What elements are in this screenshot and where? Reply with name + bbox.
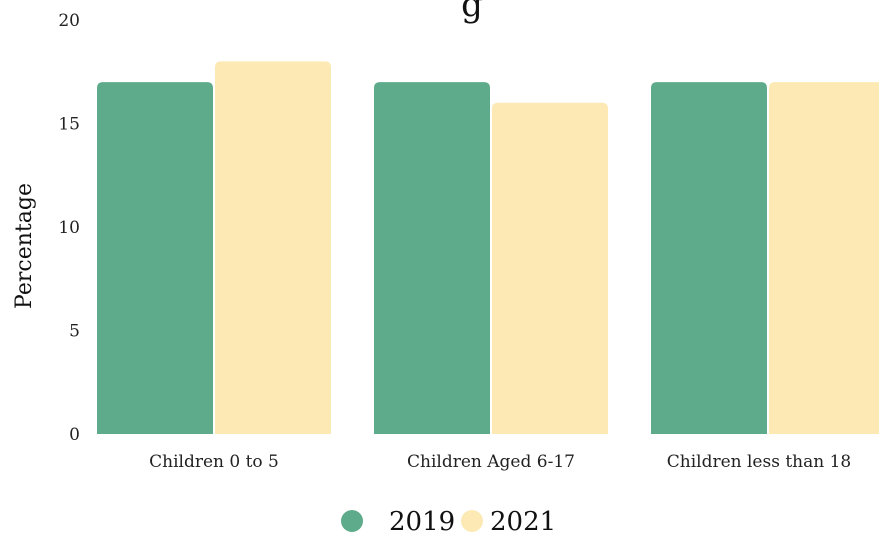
legend-label-2021: 2021 xyxy=(490,507,556,533)
y-tick-label: 10 xyxy=(58,218,80,238)
legend-swatch-2021 xyxy=(461,510,483,532)
bar-2021-2 xyxy=(769,82,879,434)
x-tick-label: Children less than 18 xyxy=(667,452,852,472)
y-tick-label: 5 xyxy=(69,322,80,342)
bar-2019-0 xyxy=(97,82,213,434)
legend-label-2019: 2019 xyxy=(389,507,455,533)
bar-2019-1 xyxy=(374,82,490,434)
x-axis-ticks: Children 0 to 5 Children Aged 6-17 Childre… xyxy=(149,452,851,472)
bar-2019-2 xyxy=(651,82,767,434)
y-axis-title: Percentage xyxy=(12,183,37,309)
y-tick-label: 0 xyxy=(69,425,80,445)
bar-2021-1 xyxy=(492,102,608,435)
bar-2021-0 xyxy=(215,61,331,435)
y-axis-ticks: 0 5 10 15 20 xyxy=(58,11,80,445)
y-tick-label: 20 xyxy=(58,11,80,31)
bars xyxy=(97,61,879,435)
chart-title-fragment: g xyxy=(461,0,483,25)
x-tick-label: Children 0 to 5 xyxy=(149,452,279,472)
legend: 2019 2021 xyxy=(341,507,556,533)
legend-swatch-2019 xyxy=(341,510,363,532)
x-tick-label: Children Aged 6-17 xyxy=(407,452,575,472)
y-tick-label: 15 xyxy=(58,115,80,135)
